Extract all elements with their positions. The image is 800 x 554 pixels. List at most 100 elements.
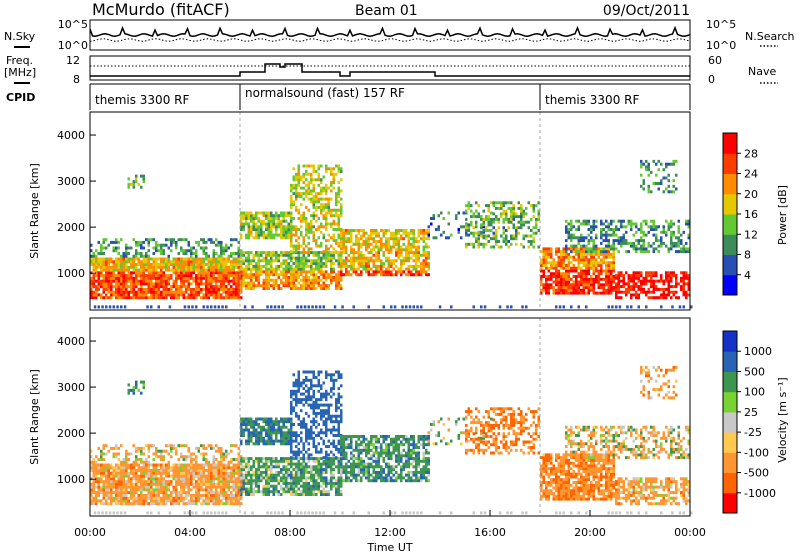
velocity-cell xyxy=(205,458,208,461)
velocity-cell xyxy=(282,436,285,440)
power-cell xyxy=(315,253,318,257)
power-cell xyxy=(672,274,675,278)
power-cell xyxy=(92,257,95,261)
power-cell xyxy=(650,244,653,248)
power-cell xyxy=(240,233,243,237)
power-cell xyxy=(217,279,220,283)
power-cell xyxy=(610,255,613,259)
power-cell xyxy=(332,208,335,212)
power-cell xyxy=(160,265,163,269)
power-cell xyxy=(312,253,315,257)
velocity-cell xyxy=(222,466,225,470)
power-cell xyxy=(397,231,400,235)
power-cell xyxy=(672,271,675,275)
power-cell xyxy=(565,230,568,234)
power-cell xyxy=(167,263,170,266)
power-cell xyxy=(675,187,678,191)
velocity-cell xyxy=(110,499,113,503)
power-cell xyxy=(337,167,340,171)
velocity-cell xyxy=(202,444,205,448)
power-cell xyxy=(180,260,183,264)
power-cell xyxy=(570,291,573,295)
power-cell xyxy=(592,266,595,270)
power-cell xyxy=(257,230,260,234)
power-cell xyxy=(172,296,175,300)
velocity-cell xyxy=(165,488,168,492)
power-cell xyxy=(312,164,315,168)
power-cell xyxy=(332,253,335,257)
power-cell xyxy=(480,223,483,227)
velocity-cell xyxy=(152,480,155,484)
velocity-cell xyxy=(102,458,105,461)
power-cell xyxy=(312,284,315,288)
power-cell xyxy=(317,217,320,220)
power-cell xyxy=(300,230,303,234)
power-cell xyxy=(572,236,575,240)
power-cell xyxy=(542,255,545,259)
power-cell xyxy=(282,228,285,231)
power-cell xyxy=(600,236,603,240)
power-cell xyxy=(167,260,170,264)
power-cell xyxy=(607,272,610,276)
power-cell xyxy=(317,270,320,274)
power-cell xyxy=(95,290,98,294)
power-cell xyxy=(332,228,335,231)
power-cell xyxy=(100,296,103,300)
power-cell xyxy=(317,264,320,268)
power-ytick-label: 3000 xyxy=(57,175,85,188)
power-cell xyxy=(425,270,428,274)
power-cell xyxy=(617,250,620,254)
power-cell xyxy=(242,284,245,288)
velocity-cell xyxy=(265,428,268,432)
power-cell xyxy=(225,276,228,280)
power-cell xyxy=(622,225,625,229)
velocity-cell xyxy=(165,499,168,503)
power-cell xyxy=(577,283,580,287)
velocity-cell xyxy=(142,482,145,486)
velocity-cell xyxy=(97,446,100,450)
velocity-cell xyxy=(155,485,158,489)
power-cell xyxy=(477,237,480,241)
power-cell xyxy=(325,275,328,279)
power-cell xyxy=(387,264,390,268)
power-cell xyxy=(197,240,200,244)
power-cell xyxy=(280,225,283,229)
power-cell xyxy=(630,222,633,226)
power-cell xyxy=(470,223,473,227)
power-cell xyxy=(670,290,673,294)
power-cell xyxy=(315,275,318,279)
power-cell xyxy=(190,252,193,255)
power-cell xyxy=(657,244,660,248)
velocity-cell xyxy=(92,488,95,492)
power-cell xyxy=(250,214,253,218)
velocity-cell xyxy=(167,471,170,475)
power-cell xyxy=(312,200,315,204)
power-ytick-label: 1000 xyxy=(57,267,85,280)
power-cell xyxy=(652,222,655,226)
power-cell xyxy=(195,290,198,294)
power-cell xyxy=(630,228,633,231)
power-cell xyxy=(295,262,298,266)
power-cell xyxy=(640,239,643,243)
velocity-cell xyxy=(142,386,145,390)
power-cell xyxy=(565,283,568,287)
power-cell xyxy=(120,305,123,309)
power-cell xyxy=(577,239,580,243)
velocity-cell xyxy=(105,469,108,472)
power-cell xyxy=(580,266,583,270)
velocity-cell xyxy=(125,482,128,486)
power-cell xyxy=(200,271,203,275)
power-cell xyxy=(145,279,148,283)
power-cell xyxy=(342,240,345,243)
velocity-cell xyxy=(257,425,260,429)
power-cell xyxy=(380,267,383,271)
power-cell xyxy=(607,225,610,229)
power-cell xyxy=(312,281,315,285)
power-cell xyxy=(300,267,303,271)
velocity-cell xyxy=(187,449,190,453)
power-cell xyxy=(477,245,480,249)
power-cell xyxy=(315,264,318,268)
velocity-cell xyxy=(130,485,133,489)
power-cell xyxy=(545,255,548,259)
power-cell xyxy=(320,287,323,290)
